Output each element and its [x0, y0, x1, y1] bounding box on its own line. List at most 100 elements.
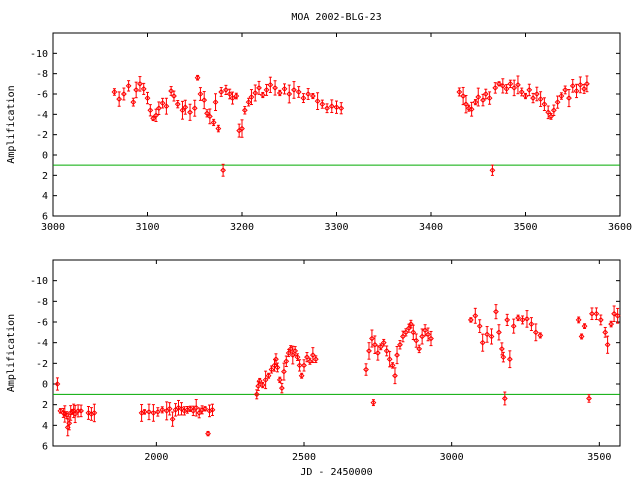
data-point — [309, 93, 316, 99]
data-point — [465, 105, 472, 112]
data-point — [541, 101, 548, 108]
data-point — [241, 107, 248, 114]
x-tick-label: 2500 — [292, 452, 316, 463]
y-tick-label: -4 — [36, 338, 48, 349]
data-point — [187, 109, 193, 116]
y-tick-label: -4 — [36, 110, 48, 121]
data-point — [386, 356, 393, 363]
data-point — [276, 90, 283, 96]
data-point — [259, 92, 266, 98]
data-point — [256, 84, 262, 91]
y-tick-label: 4 — [42, 421, 48, 432]
data-point — [507, 80, 514, 87]
data-point — [281, 86, 288, 92]
data-point — [402, 329, 409, 336]
data-point — [111, 89, 118, 95]
data-point — [255, 383, 262, 389]
data-point — [202, 405, 208, 412]
y-tick-label: 2 — [42, 171, 48, 182]
data-point — [274, 364, 281, 371]
data-point — [328, 103, 335, 110]
data-point — [179, 107, 186, 114]
data-point — [519, 317, 526, 323]
data-point — [259, 382, 266, 388]
data-point — [144, 95, 151, 101]
x-tick-label: 3300 — [324, 222, 348, 233]
chart-title: MOA 2002-BLG-23 — [291, 12, 381, 23]
data-point — [524, 315, 530, 322]
data-point — [272, 84, 278, 91]
data-point — [294, 354, 301, 361]
data-point — [120, 91, 127, 97]
data-point — [503, 86, 510, 92]
data-point — [545, 109, 552, 116]
data-point — [309, 352, 316, 358]
data-point — [566, 95, 572, 101]
data-point — [57, 407, 64, 414]
data-point — [54, 381, 61, 387]
y-tick-label: 6 — [42, 442, 48, 453]
data-point — [197, 91, 204, 97]
data-point — [150, 115, 157, 122]
data-point — [78, 407, 84, 414]
data-point — [298, 372, 305, 379]
data-point — [154, 408, 161, 415]
data-point — [530, 95, 536, 101]
data-point — [468, 106, 475, 113]
data-point — [581, 323, 588, 330]
x-tick-label: 3600 — [608, 222, 632, 233]
data-point — [229, 95, 236, 101]
data-point — [150, 410, 157, 416]
data-point — [586, 395, 592, 402]
data-point — [209, 406, 216, 413]
data-point — [338, 105, 345, 112]
data-point — [597, 317, 604, 323]
data-point — [515, 81, 521, 88]
y-tick-label: 6 — [42, 212, 48, 223]
data-point — [554, 99, 561, 106]
x-axis-label: JD - 2450000 — [300, 467, 372, 478]
data-point — [498, 345, 505, 352]
data-point — [510, 323, 517, 330]
data-point — [383, 348, 390, 354]
x-tick-label: 2000 — [144, 452, 168, 463]
data-point — [558, 93, 565, 99]
data-point — [91, 410, 98, 416]
data-point — [550, 107, 557, 114]
data-point — [496, 329, 502, 336]
y-tick-label: -2 — [36, 359, 48, 370]
data-point — [159, 100, 166, 107]
y-tick-label: -2 — [36, 130, 48, 141]
data-point — [324, 105, 330, 112]
data-point — [155, 105, 162, 112]
data-point — [569, 82, 576, 89]
data-point — [518, 89, 525, 95]
data-point — [312, 356, 319, 363]
data-point — [528, 321, 535, 327]
data-point — [267, 81, 274, 88]
data-point — [292, 348, 299, 354]
data-point — [533, 91, 540, 97]
data-point — [511, 84, 518, 91]
data-point — [204, 110, 210, 117]
data-point — [166, 405, 173, 412]
y-tick-label: -8 — [36, 297, 48, 308]
data-point — [394, 352, 400, 358]
data-point — [504, 317, 511, 323]
data-point — [171, 93, 177, 99]
data-point — [281, 368, 287, 375]
data-point — [392, 372, 398, 379]
data-point — [484, 331, 491, 338]
data-point — [515, 314, 522, 321]
data-point — [456, 89, 463, 95]
data-point — [380, 339, 387, 346]
data-point — [210, 119, 217, 126]
data-point — [187, 405, 194, 412]
data-point — [416, 345, 423, 352]
y-tick-label: 4 — [42, 191, 48, 202]
data-point — [174, 101, 181, 108]
data-point — [604, 341, 611, 348]
y-tick-label: -10 — [30, 276, 48, 287]
data-point — [291, 87, 297, 93]
data-point — [300, 95, 307, 101]
